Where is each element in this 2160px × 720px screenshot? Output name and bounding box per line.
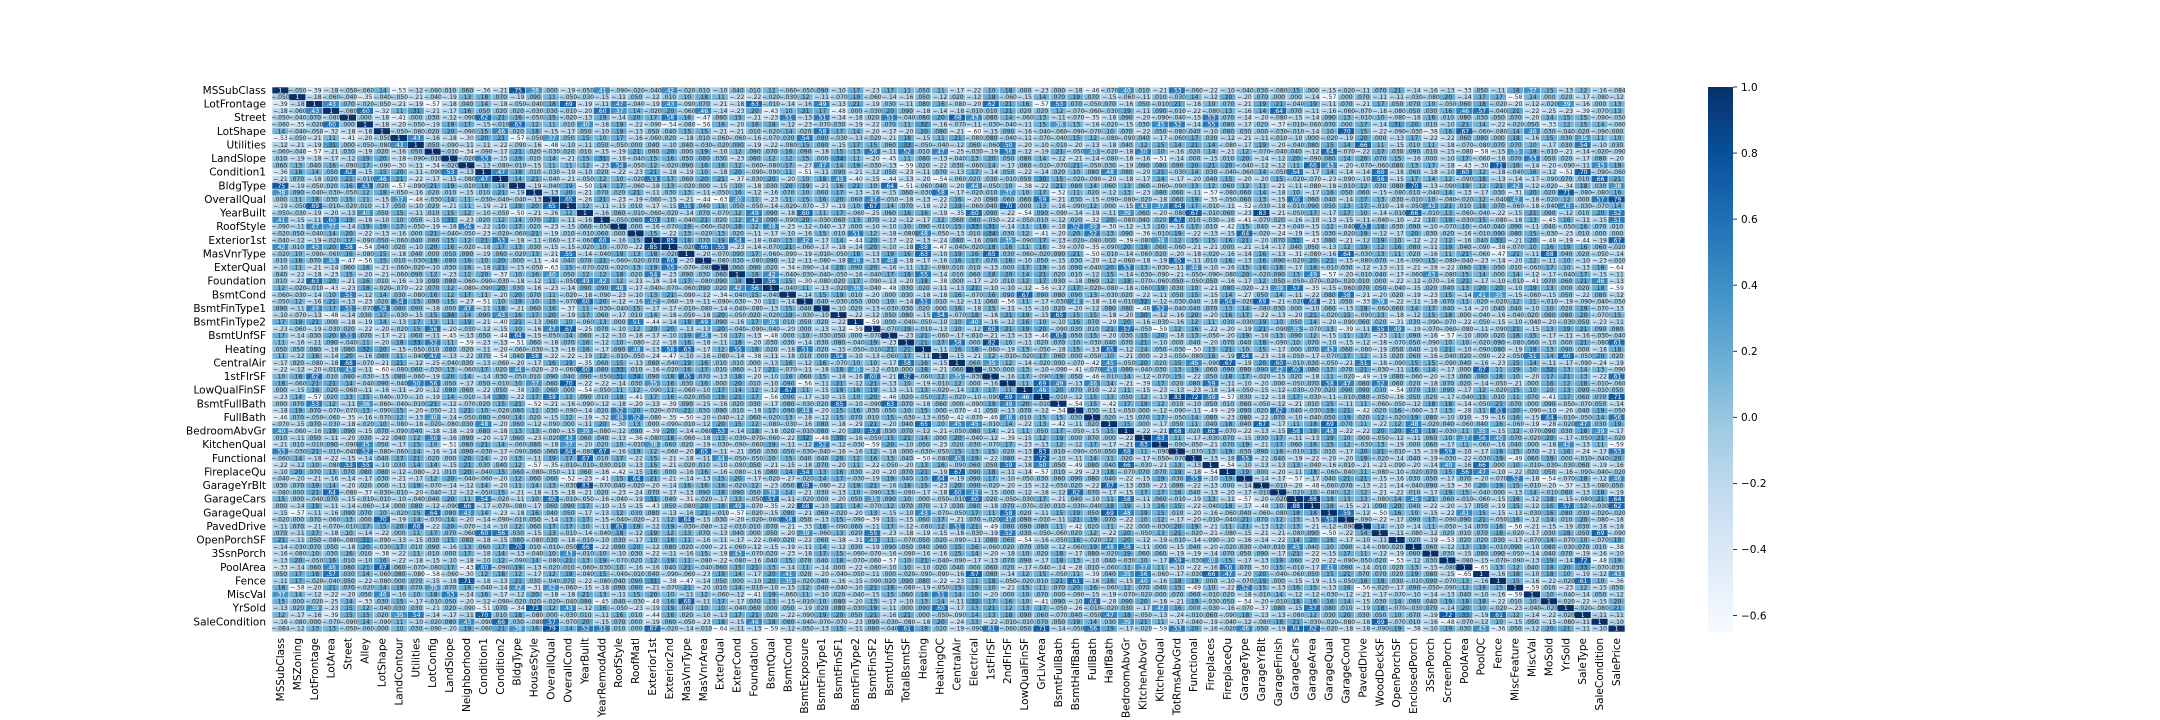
heatmap-cells xyxy=(271,86,1626,633)
